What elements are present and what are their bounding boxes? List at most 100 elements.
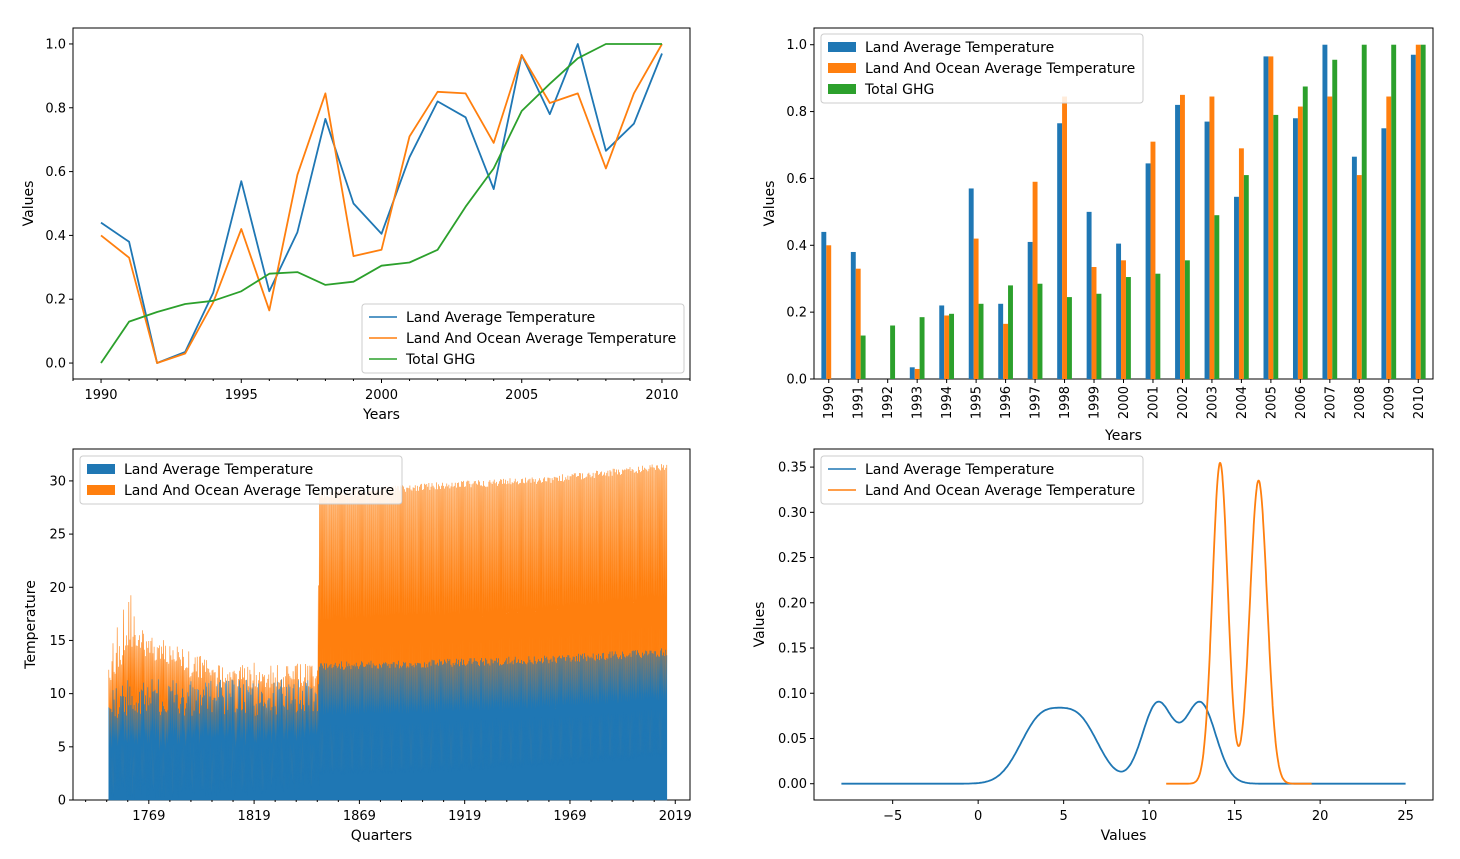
series-line-1	[100, 43, 663, 364]
x-tick-label: 2010	[1412, 386, 1427, 419]
chart-1: 1990 1995 2000 2005 2010 0.0 0.2 0.4 0.6 0.8 1.0 Ye…	[21, 27, 691, 423]
bar-0	[1057, 123, 1063, 380]
legend-label: Land Average Temperature	[124, 462, 313, 478]
y-tick-label: 0.15	[778, 642, 807, 657]
bar-0	[821, 231, 827, 379]
bar-1	[944, 315, 950, 379]
x-tick-label: 1994	[940, 386, 955, 419]
x-tick-label: 2001	[1146, 386, 1161, 419]
bar-1	[1327, 96, 1333, 379]
legend-label: Total GHG	[864, 82, 934, 98]
bar-0	[1086, 211, 1092, 379]
legend-box	[820, 33, 1144, 104]
density-line-0	[841, 700, 1406, 785]
legend-box	[820, 455, 1144, 505]
x-tick-label: 25	[1397, 809, 1414, 824]
bar-2	[1302, 86, 1308, 379]
y-tick-label: 5	[58, 740, 66, 755]
bar-2	[1273, 114, 1279, 379]
x-tick-label: 1996	[999, 386, 1014, 419]
bar-0	[1175, 104, 1180, 379]
x-tick-label: 2010	[645, 388, 678, 403]
legend-swatch	[87, 485, 115, 495]
legend-label: Total GHG	[405, 352, 475, 368]
bar-2	[1420, 44, 1426, 380]
bar-1	[1268, 56, 1274, 379]
x-tick-label: 5	[1060, 809, 1068, 824]
x-tick-label: 2003	[1205, 386, 1220, 419]
bar-2	[919, 317, 925, 379]
y-tick-label: 15	[49, 634, 66, 649]
bar-2	[1125, 277, 1131, 379]
bar-1	[1386, 96, 1392, 379]
y-tick-label: 0.8	[45, 101, 66, 116]
bar-0	[1234, 196, 1239, 379]
x-tick-label: 1919	[448, 809, 481, 824]
bar-1	[1238, 148, 1244, 379]
bar-0	[1027, 241, 1033, 379]
bar-2	[978, 303, 984, 379]
legend-label: Land Average Temperature	[865, 40, 1054, 56]
y-tick-label: 0.8	[786, 105, 807, 120]
legend-swatch	[828, 42, 856, 52]
y-tick-label: 0.25	[778, 551, 807, 566]
y-tick-label: 0.2	[786, 306, 807, 321]
x-tick-label: −5	[883, 809, 902, 824]
legend-label: Land Average Temperature	[406, 310, 595, 326]
bar-1	[1209, 96, 1215, 379]
y-tick-label: 0.35	[778, 461, 807, 476]
legend-box	[361, 303, 685, 374]
y-axis-label: Values	[762, 181, 778, 227]
bar-1	[1121, 260, 1126, 379]
chart-2: 1990 1991 1992 1993 1994 1995 1996 1997 1998 1999…	[762, 27, 1434, 444]
x-tick-label: 1995	[225, 388, 258, 403]
x-tick-label: 1990	[84, 388, 117, 403]
bar-1	[1062, 96, 1067, 379]
y-axis-label: Values	[752, 602, 768, 648]
bar-2	[949, 313, 955, 379]
bar-1	[1180, 94, 1185, 380]
y-tick-label: 0.0	[45, 357, 66, 372]
x-tick-label: 1769	[132, 809, 165, 824]
x-tick-label: 1997	[1029, 386, 1044, 419]
series-line-2	[100, 43, 662, 364]
x-tick-label: 1969	[553, 809, 586, 824]
x-tick-label: 2000	[365, 388, 398, 403]
bar-1	[1150, 141, 1156, 379]
bar-0	[968, 188, 974, 379]
bar-0	[909, 367, 915, 379]
bar-1	[1297, 106, 1303, 379]
bar-0	[1116, 243, 1122, 379]
x-axis-label: Quarters	[351, 828, 412, 844]
legend-label: Land And Ocean Average Temperature	[406, 331, 676, 347]
y-axis-label: Values	[21, 181, 37, 227]
bar-2	[1214, 215, 1220, 379]
x-tick-label: 1995	[970, 386, 985, 419]
x-tick-label: 1990	[822, 386, 837, 419]
x-tick-label: 2000	[1117, 386, 1132, 419]
y-tick-label: 25	[49, 528, 66, 543]
y-tick-label: 0.0	[786, 373, 807, 388]
legend-label: Land Average Temperature	[865, 462, 1054, 478]
y-tick-label: 0.30	[778, 506, 807, 521]
bar-2	[1096, 293, 1102, 379]
x-axis-label: Values	[1101, 828, 1147, 844]
chart-4: −5 0 5 10 15 20 25 0.00 0.05 0.10 0.15 0.20 0.25 0.30…	[752, 448, 1434, 844]
x-tick-label: 1819	[238, 809, 271, 824]
y-tick-label: 0.4	[786, 239, 807, 254]
y-tick-label: 10	[49, 687, 66, 702]
x-tick-label: 2005	[1264, 386, 1279, 419]
bar-1	[914, 368, 920, 379]
y-tick-label: 20	[49, 581, 66, 596]
y-tick-label: 1.0	[45, 37, 66, 52]
legend-swatch	[87, 464, 115, 474]
x-tick-label: 1991	[852, 386, 867, 419]
x-tick-label: 2006	[1294, 386, 1309, 419]
bar-0	[1145, 163, 1151, 379]
y-axis-label: Temperature	[23, 580, 39, 670]
density-line-1	[1166, 461, 1312, 785]
x-tick-label: 0	[974, 809, 982, 824]
x-tick-label: 1998	[1058, 386, 1073, 419]
x-tick-label: 2019	[659, 809, 692, 824]
